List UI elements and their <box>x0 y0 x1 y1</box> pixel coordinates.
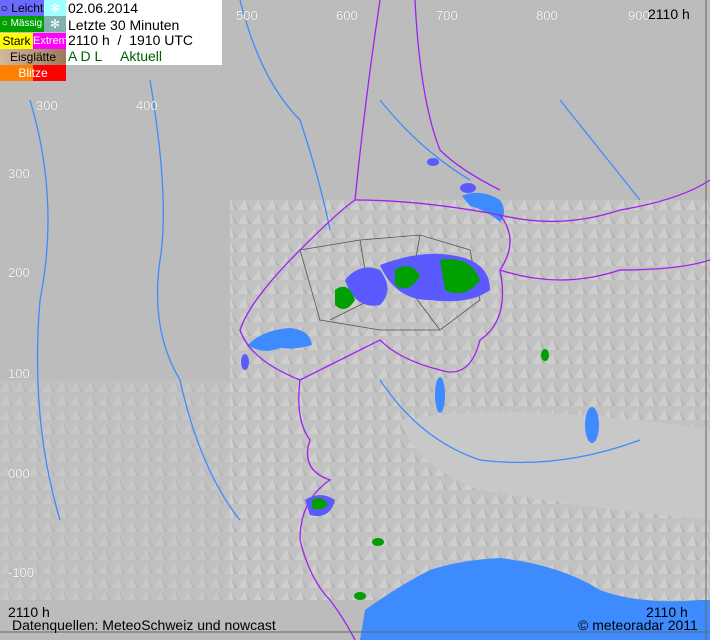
alps-relief <box>230 200 710 600</box>
snowflake-icon: ✻ <box>44 16 66 32</box>
info-panel: 02.06.2014 Letzte 30 Minuten 2110 h / 19… <box>66 0 222 65</box>
snowflake-icon: ✻ <box>44 0 66 16</box>
grid-label-y: 000 <box>8 466 30 481</box>
time: 2110 h / 1910 UTC <box>68 32 194 48</box>
legend-label: Leicht <box>11 1 44 15</box>
period: Letzte 30 Minuten <box>68 17 180 33</box>
data-sources: Datenquellen: MeteoSchweiz und nowcast <box>12 617 276 633</box>
country-borders <box>239 0 710 640</box>
legend-extrem: Extrem <box>33 33 68 49</box>
rivers <box>29 0 641 521</box>
time-bottom-left: 2110 h <box>8 604 50 620</box>
legend-blitze: Blitze <box>0 65 66 81</box>
product: A D L <box>68 48 103 64</box>
legend-massig: ○ Mässig <box>0 16 44 32</box>
legend-label: Mässig <box>10 18 43 29</box>
grid-label-inner: 300 <box>36 98 58 113</box>
date: 02.06.2014 <box>68 0 139 16</box>
lake-garda <box>585 407 599 443</box>
grid-label-y: -100 <box>8 565 35 580</box>
grid-label-x: 800 <box>536 8 558 23</box>
radar-echoes <box>241 158 549 600</box>
status: Aktuell <box>120 48 163 64</box>
po-valley <box>400 412 710 520</box>
legend-eisglaette: Eisglätte <box>0 49 66 65</box>
time-bottom-right: 2110 h <box>646 604 688 620</box>
legend-leicht: ○ Leicht <box>0 0 44 16</box>
grid-label-x: 900 <box>628 8 650 23</box>
lake-maggiore <box>435 377 445 413</box>
time-top-right: 2110 h <box>648 6 690 22</box>
grid-label-x: 600 <box>336 8 358 23</box>
copyright: © meteoradar 2011 <box>578 617 698 633</box>
grid-label-inner: 400 <box>136 98 158 113</box>
grid-label-y: 200 <box>8 265 30 280</box>
lake-constance <box>462 192 504 222</box>
legend: ○ Leicht ✻ ○ Mässig ✻ Stark Extrem Eisgl… <box>0 0 222 83</box>
legend-stark: Stark <box>0 33 33 49</box>
lake-geneva <box>248 328 312 351</box>
grid-label-x: 500 <box>236 8 258 23</box>
mediterranean-sea <box>360 558 710 640</box>
grid-label-y: 100 <box>8 366 30 381</box>
grid-label-x: 700 <box>436 8 458 23</box>
grid-label-y: 300 <box>8 166 30 181</box>
